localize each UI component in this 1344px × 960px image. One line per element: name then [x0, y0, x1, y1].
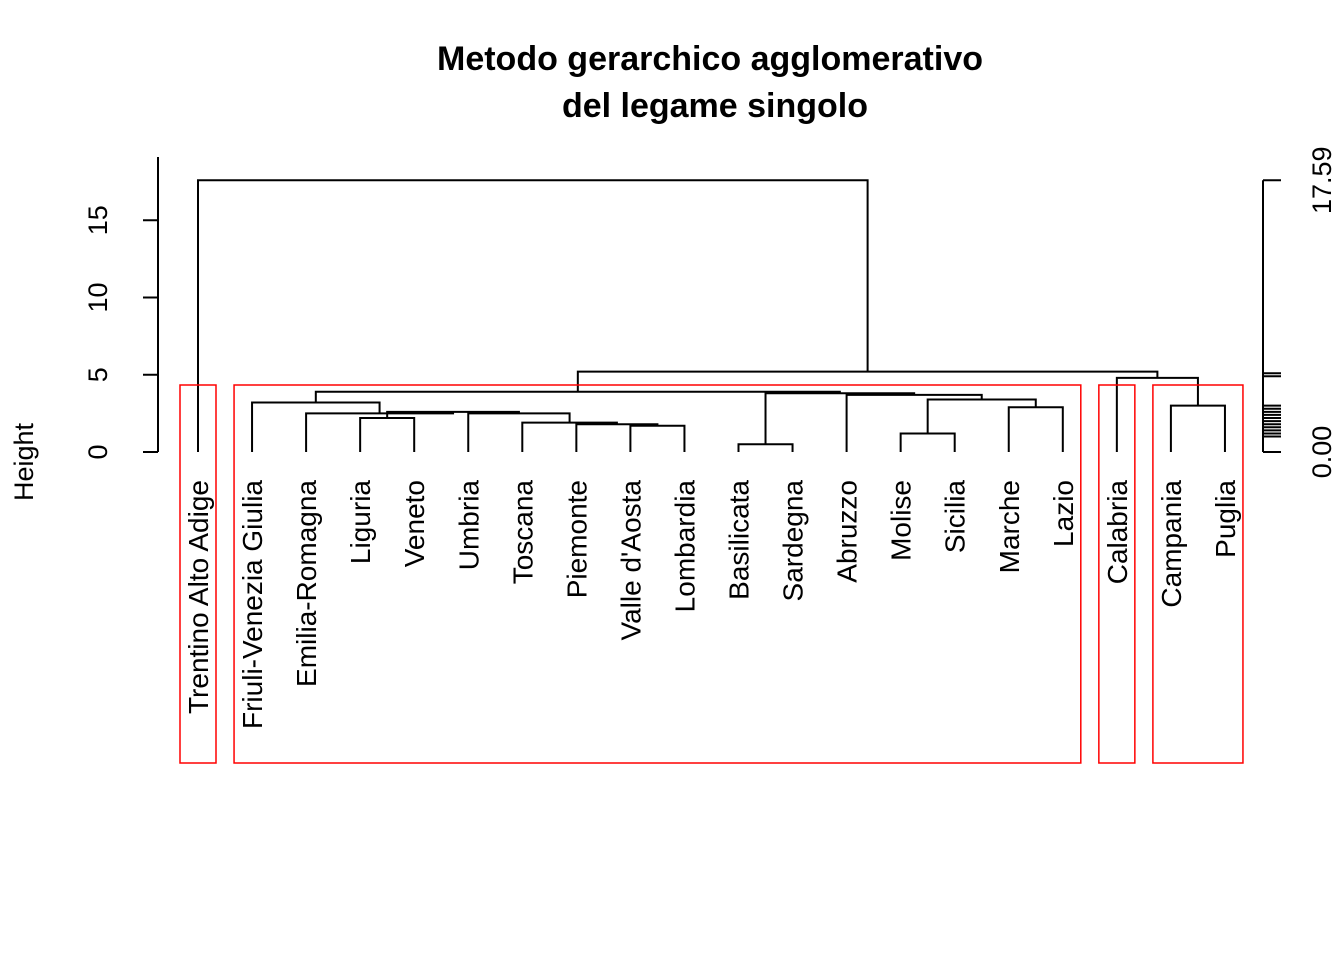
dendrogram-merge — [737, 443, 794, 452]
cluster-boxes — [179, 384, 1244, 764]
dendrogram-links — [197, 179, 1226, 452]
dendrogram-merge — [576, 370, 1159, 392]
leaf-label: Sardegna — [778, 480, 809, 602]
dendrogram-merge — [575, 423, 659, 452]
leaf-label: Lazio — [1048, 480, 1079, 547]
y-tick-label: 10 — [83, 282, 113, 312]
dendrogram-merge — [926, 398, 1037, 434]
dendrogram-merge — [467, 412, 571, 452]
dendrogram-merge — [899, 432, 956, 452]
leaf-label: Sicilia — [940, 480, 971, 554]
y-axis-label: Height — [9, 422, 39, 501]
cluster-box — [233, 384, 1082, 764]
dendrogram-merge — [629, 424, 686, 452]
dendrogram-merge — [521, 421, 618, 452]
dendrogram-merge — [1115, 376, 1199, 452]
chart-title-line2: del legame singolo — [562, 87, 868, 125]
dendrogram-merge — [1169, 404, 1226, 452]
right-axis-label-min: 0.00 — [1307, 426, 1337, 479]
leaf-label: Piemonte — [561, 480, 592, 598]
leaf-label: Trentino Alto Adige — [183, 480, 214, 714]
dendrogram-merge — [197, 179, 869, 452]
cluster-box — [1152, 384, 1244, 764]
y-axis: 0 5 10 15 — [83, 157, 159, 460]
leaf-label: Basilicata — [724, 480, 755, 600]
y-tick-label: 5 — [83, 367, 113, 382]
leaf-label: Umbria — [453, 480, 484, 571]
leaf-label: Calabria — [1102, 480, 1133, 585]
leaf-label: Lombardia — [669, 480, 700, 613]
leaf-label: Puglia — [1210, 480, 1241, 558]
leaf-label: Abruzzo — [832, 480, 863, 583]
dendrogram-merge — [1007, 406, 1064, 452]
y-tick-label: 15 — [83, 205, 113, 235]
leaf-label: Molise — [886, 480, 917, 561]
dendrogram-merge — [359, 417, 416, 452]
dendrogram-merge — [764, 392, 916, 445]
right-axis-label-max: 17.59 — [1307, 146, 1337, 214]
leaf-label: Toscana — [507, 480, 538, 585]
cluster-box — [1098, 384, 1136, 764]
leaf-label: Campania — [1156, 480, 1187, 608]
leaf-label: Marche — [994, 480, 1025, 573]
y-tick-label: 0 — [83, 444, 113, 459]
cluster-box — [179, 384, 217, 764]
leaf-label: Veneto — [399, 480, 430, 567]
chart-title-line1: Metodo gerarchico agglomerativo — [437, 40, 983, 78]
dendrogram-merge — [314, 390, 841, 403]
leaf-labels: Trentino Alto Adige Friuli-Venezia Giulia… — [183, 480, 1241, 729]
leaf-label: Liguria — [345, 480, 376, 564]
leaf-label: Friuli-Venezia Giulia — [237, 480, 268, 729]
leaf-label: Emilia-Romagna — [291, 480, 322, 687]
leaf-label: Valle d'Aosta — [615, 480, 646, 641]
right-height-axis: 0.00 17.59 — [1262, 146, 1337, 479]
dendrogram-merge — [845, 393, 983, 452]
